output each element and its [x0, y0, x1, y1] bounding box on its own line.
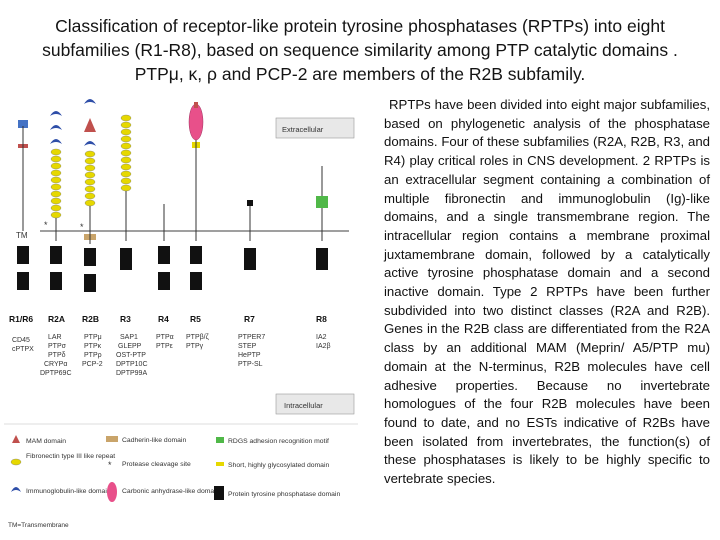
member-name: PCP-2	[82, 361, 103, 368]
member-name: STEP	[238, 343, 257, 350]
member-name: PTPER7	[238, 334, 265, 341]
subfamily-name: R5	[190, 314, 201, 324]
member-name: PTPσ	[48, 343, 67, 350]
legend-ptp: Protein tyrosine phosphatase domain	[228, 491, 340, 498]
member-name: HePTP	[238, 352, 261, 359]
member-name: PTP-SL	[238, 361, 263, 368]
subfamily-name: R4	[158, 314, 169, 324]
member-name: PTPγ	[186, 343, 204, 350]
member-name: PTPρ	[84, 352, 102, 359]
member-name: DPTP99A	[116, 370, 147, 377]
legend-mam: MAM domain	[26, 438, 66, 445]
subfamily-name: R7	[244, 314, 255, 324]
member-name: IA2β	[316, 343, 331, 350]
ptp-legend-icon	[214, 486, 224, 500]
rptp-classification-figure: Extracellular TM *	[4, 96, 358, 538]
subfamily-r7-structure	[244, 200, 256, 270]
protease-legend-icon: *	[108, 460, 112, 470]
member-name: IA2	[316, 334, 327, 341]
ig-legend-icon	[11, 487, 21, 492]
legend-fn3: Fibronectin type III like repeat	[26, 453, 115, 460]
intracellular-label: Intracellular	[284, 401, 323, 410]
rptp-diagram: Extracellular TM *	[4, 99, 358, 529]
carbonic-legend-icon	[107, 482, 117, 502]
glyco-legend-icon	[216, 462, 224, 466]
member-name: LAR	[48, 334, 62, 341]
member-name: PTPε	[156, 343, 173, 350]
rdgs-legend-icon	[216, 437, 224, 443]
legend-carbonic: Carbonic anhydrase-like domain	[122, 488, 220, 495]
member-name: PTPβ/ζ	[186, 334, 209, 341]
legend-protease: Protease cleavage site	[122, 461, 191, 468]
member-name: cPTPX	[12, 346, 34, 353]
member-name: PTPκ	[84, 343, 102, 350]
subfamily-r4-structure	[158, 204, 170, 290]
tm-label: TM	[16, 231, 28, 240]
member-name: DPTP69C	[40, 370, 72, 377]
mam-legend-icon	[12, 435, 20, 443]
legend-rdgs: RDGS adhesion recognition motif	[228, 438, 329, 445]
svg-text:*: *	[44, 220, 48, 230]
subfamily-name: R2A	[48, 314, 65, 324]
legend-tm-def: TM=Transmembrane	[8, 522, 69, 529]
body-text: RPTPs have been divided into eight major…	[384, 97, 710, 487]
fn3-legend-icon	[10, 458, 22, 466]
legend-cadherin: Cadherin-like domain	[122, 437, 186, 444]
subfamily-r8-structure	[316, 166, 328, 270]
member-name: CRYPα	[44, 361, 67, 368]
member-name: PTPδ	[48, 352, 66, 359]
subfamily-name: R8	[316, 314, 327, 324]
cadherin-legend-icon	[106, 436, 118, 442]
subfamily-r2a-structure: *	[44, 111, 62, 290]
subfamily-name: R1/R6	[9, 314, 33, 324]
member-name: CD45	[12, 337, 30, 344]
extracellular-label: Extracellular	[282, 125, 324, 134]
slide-title: Classification of receptor-like protein …	[42, 16, 678, 84]
member-name: DPTP10C	[116, 361, 148, 368]
member-name: PTPμ	[84, 334, 102, 341]
subfamily-name: R3	[120, 314, 131, 324]
legend-ig: Immunoglobulin-like domain	[26, 488, 111, 495]
member-name: GLEPP	[118, 343, 142, 350]
subfamily-r3-structure	[120, 114, 132, 270]
member-name: SAP1	[120, 334, 138, 341]
subfamily-name: R2B	[82, 314, 99, 324]
subfamily-r1r6-structure	[17, 120, 29, 290]
subfamily-r5-structure	[188, 102, 204, 290]
subfamily-r2b-structure: *	[80, 99, 96, 292]
svg-text:*: *	[80, 222, 84, 232]
member-name: PTPα	[156, 334, 174, 341]
member-name: OST-PTP	[116, 352, 146, 359]
legend-glyco: Short, highly glycosylated domain	[228, 462, 329, 469]
